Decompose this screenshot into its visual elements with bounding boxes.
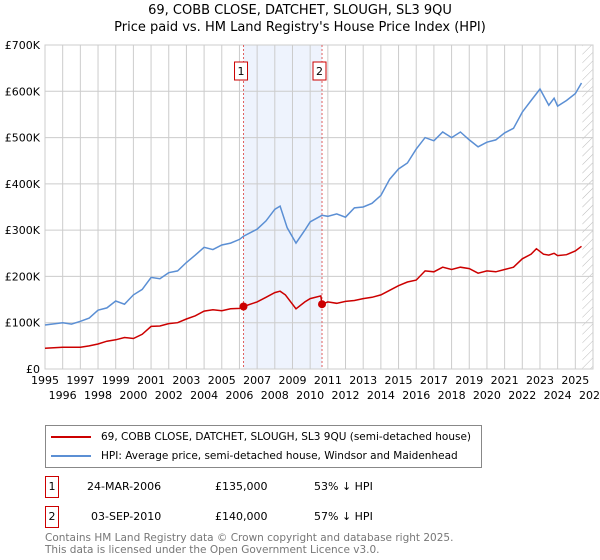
y-tick-label: £100K bbox=[5, 317, 41, 330]
transaction-row: 1 24-MAR-2006 £135,000 53% ↓ HPI bbox=[45, 476, 445, 498]
x-tick-label: 2003 bbox=[172, 374, 200, 387]
legend: 69, COBB CLOSE, DATCHET, SLOUGH, SL3 9QU… bbox=[45, 425, 482, 468]
x-tick-label: 2006 bbox=[225, 389, 253, 402]
x-tick-label: 2001 bbox=[137, 374, 165, 387]
sale-period-shading bbox=[243, 45, 323, 369]
sale-marker-badge bbox=[234, 61, 249, 81]
legend-item-hpi: HPI: Average price, semi-detached house,… bbox=[51, 448, 458, 464]
x-tick-label: 2012 bbox=[332, 389, 360, 402]
x-tick-label: 2025 bbox=[561, 374, 589, 387]
x-tick-label: 2022 bbox=[508, 389, 536, 402]
x-tick-label: 2014 bbox=[367, 389, 395, 402]
x-tick-label: 2010 bbox=[296, 389, 324, 402]
footer-licence: This data is licensed under the Open Gov… bbox=[45, 544, 380, 556]
x-tick-label: 2015 bbox=[385, 374, 413, 387]
transaction-date: 24-MAR-2006 bbox=[87, 480, 162, 493]
y-tick-label: £700K bbox=[5, 39, 41, 52]
x-tick-label: 1995 bbox=[31, 374, 59, 387]
footer-copyright: Contains HM Land Registry data © Crown c… bbox=[45, 532, 454, 544]
transaction-row: 2 03-SEP-2010 £140,000 57% ↓ HPI bbox=[45, 506, 445, 528]
forecast-hatch bbox=[582, 45, 593, 369]
transaction-price: £140,000 bbox=[215, 510, 268, 523]
transaction-date: 03-SEP-2010 bbox=[91, 510, 162, 523]
x-tick-label: 2020 bbox=[473, 389, 501, 402]
y-tick-label: £500K bbox=[5, 132, 41, 145]
legend-item-property: 69, COBB CLOSE, DATCHET, SLOUGH, SL3 9QU… bbox=[51, 429, 471, 445]
x-tick-label: 2011 bbox=[314, 374, 342, 387]
x-tick-label: 2018 bbox=[438, 389, 466, 402]
hpi-line bbox=[44, 82, 583, 326]
x-tick-label: 2009 bbox=[278, 374, 306, 387]
x-tick-label: 2026 bbox=[579, 389, 600, 402]
x-tick-label: 2013 bbox=[349, 374, 377, 387]
sale-marker-label: 1 bbox=[238, 65, 245, 78]
x-tick-label: 2008 bbox=[261, 389, 289, 402]
sale-marker-badge bbox=[312, 61, 327, 81]
x-tick-label: 1997 bbox=[66, 374, 94, 387]
chart-title-line2: Price paid vs. HM Land Registry's House … bbox=[114, 20, 486, 35]
x-tick-label: 2024 bbox=[544, 389, 572, 402]
transaction-hpi-diff: 57% ↓ HPI bbox=[314, 510, 373, 523]
chart-title-line1: 69, COBB CLOSE, DATCHET, SLOUGH, SL3 9QU bbox=[148, 3, 452, 18]
transaction-price: £135,000 bbox=[215, 480, 268, 493]
y-tick-label: £600K bbox=[5, 85, 41, 98]
x-tick-label: 2002 bbox=[155, 389, 183, 402]
legend-label: 69, COBB CLOSE, DATCHET, SLOUGH, SL3 9QU… bbox=[101, 431, 472, 443]
x-tick-label: 1999 bbox=[102, 374, 130, 387]
y-tick-label: £400K bbox=[5, 178, 41, 191]
sale-marker-label: 2 bbox=[316, 65, 323, 78]
x-tick-label: 2021 bbox=[491, 374, 519, 387]
x-tick-label: 2007 bbox=[243, 374, 271, 387]
x-tick-label: 2019 bbox=[455, 374, 483, 387]
x-tick-label: 1996 bbox=[49, 389, 77, 402]
sale-point bbox=[239, 302, 248, 311]
transaction-badge: 2 bbox=[45, 506, 59, 528]
x-tick-label: 2016 bbox=[402, 389, 430, 402]
legend-label: HPI: Average price, semi-detached house,… bbox=[101, 450, 458, 462]
y-tick-label: £0 bbox=[26, 363, 40, 376]
x-tick-label: 2017 bbox=[420, 374, 448, 387]
transaction-badge: 1 bbox=[45, 476, 59, 498]
x-tick-label: 2005 bbox=[208, 374, 236, 387]
sale-point bbox=[318, 300, 327, 309]
x-tick-label: 2000 bbox=[119, 389, 147, 402]
x-tick-label: 2004 bbox=[190, 389, 218, 402]
y-tick-label: £300K bbox=[5, 224, 41, 237]
y-tick-label: £200K bbox=[5, 270, 41, 283]
plot-border bbox=[44, 44, 594, 370]
x-tick-label: 2023 bbox=[526, 374, 554, 387]
x-tick-label: 1998 bbox=[84, 389, 112, 402]
transaction-hpi-diff: 53% ↓ HPI bbox=[314, 480, 373, 493]
line-chart: 1995 1996 1997 1998 1999 2000 2001 2002 2003 2004… bbox=[5, 39, 600, 402]
legend-swatch-blue bbox=[51, 455, 91, 457]
legend-swatch-red bbox=[51, 436, 91, 438]
